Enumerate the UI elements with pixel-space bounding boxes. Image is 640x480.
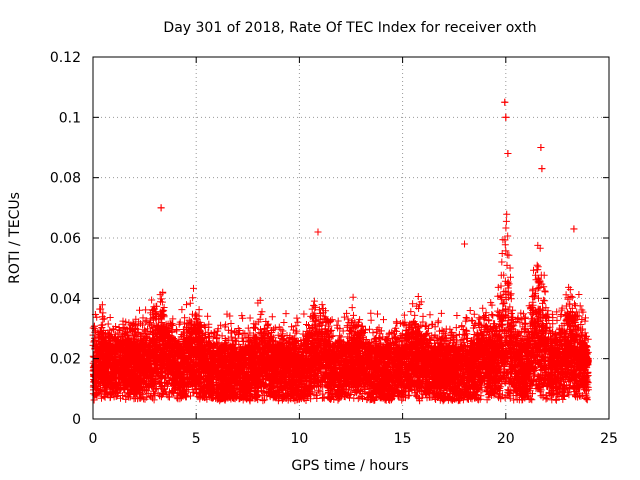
y-tick-label: 0.06 — [50, 231, 81, 247]
data-points — [89, 98, 592, 405]
x-tick-label: 15 — [394, 431, 412, 447]
y-tick-label: 0 — [72, 412, 81, 428]
y-axis-label: ROTI / TECUs — [7, 192, 23, 284]
peak-point — [314, 228, 322, 236]
x-tick-label: 20 — [497, 431, 515, 447]
chart-title: Day 301 of 2018, Rate Of TEC Index for r… — [163, 20, 536, 36]
y-tick-label: 0.02 — [50, 352, 81, 368]
y-tick-label: 0.08 — [50, 171, 81, 187]
peak-point — [502, 113, 510, 121]
x-tick-label: 0 — [89, 431, 98, 447]
peak-point — [537, 144, 545, 151]
peak-point — [501, 98, 509, 106]
peak-point — [461, 240, 469, 248]
x-tick-label: 5 — [192, 431, 201, 447]
x-tick-label: 25 — [600, 431, 618, 447]
axis-ticks: 0 5 10 15 20 25 0 0.02 0.04 0.06 0.08 0.1 0.12 — [50, 50, 618, 447]
roti-points — [89, 98, 592, 405]
y-tick-label: 0.04 — [50, 291, 81, 307]
y-tick-label: 0.12 — [50, 50, 81, 66]
x-tick-label: 10 — [290, 431, 308, 447]
peak-point — [538, 165, 546, 173]
y-tick-label: 0.1 — [59, 110, 81, 126]
peak-point — [570, 225, 578, 233]
peak-point — [504, 150, 512, 158]
x-axis-label: GPS time / hours — [291, 458, 408, 474]
peak-point — [157, 204, 165, 212]
